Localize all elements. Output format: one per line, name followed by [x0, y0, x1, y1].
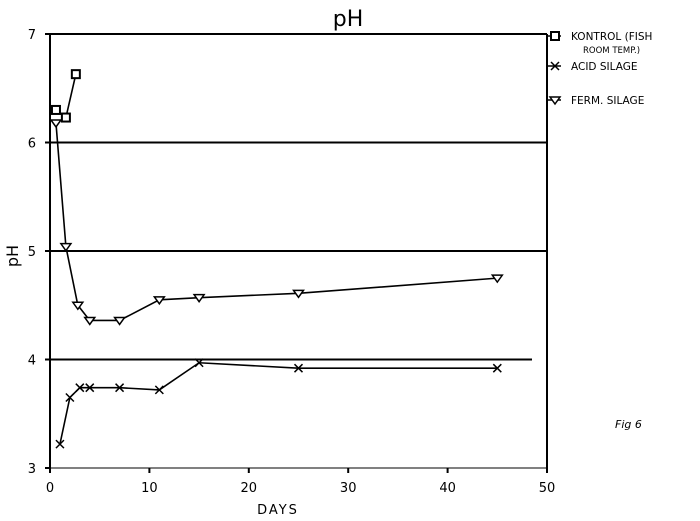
- data-point-triangle: [548, 96, 562, 106]
- data-point-triangle: [292, 289, 305, 299]
- data-point-triangle: [59, 242, 73, 252]
- data-point-x: [115, 383, 125, 393]
- legend-entry: ACID SILAGE: [547, 61, 637, 73]
- series-line: [59, 361, 498, 445]
- x-tick-label: 30: [340, 481, 357, 496]
- legend-label: KONTROL (FISH: [571, 31, 652, 43]
- axes: 0 10 20 30 40 50 3 4 5 6 7: [28, 28, 556, 496]
- data-point-x: [550, 61, 560, 71]
- series-group: [49, 69, 504, 449]
- series-0: [50, 69, 81, 123]
- legend-label: FERM. SILAGE: [571, 95, 644, 107]
- y-tick-label: 7: [28, 28, 36, 43]
- y-tick-label: 3: [28, 462, 36, 477]
- y-tick-label: 5: [28, 245, 36, 260]
- data-point-x: [65, 392, 75, 403]
- data-point-x: [75, 383, 85, 393]
- x-tick-label: 0: [46, 481, 54, 496]
- legend-label-line2: ROOM TEMP.): [583, 46, 640, 56]
- x-tick-label: 20: [241, 481, 258, 496]
- annotation-fig: Fig 6: [615, 418, 642, 431]
- data-point-x: [55, 439, 65, 449]
- legend-label: ACID SILAGE: [571, 61, 637, 73]
- data-point-triangle: [192, 293, 206, 303]
- data-point-square: [550, 31, 560, 41]
- data-point-triangle: [49, 119, 63, 129]
- data-point-x: [85, 383, 95, 393]
- data-point-triangle: [83, 316, 97, 326]
- x-tick-label: 50: [539, 481, 556, 496]
- data-point-triangle: [113, 316, 127, 326]
- y-axis-label: pH: [3, 245, 22, 267]
- data-point-square: [70, 69, 81, 80]
- x-tick-label: 10: [141, 481, 158, 496]
- data-point-x: [194, 358, 204, 368]
- data-point-square: [50, 104, 61, 115]
- series-1: [55, 358, 502, 449]
- series-line: [55, 122, 498, 322]
- data-point-triangle: [152, 296, 166, 306]
- data-point-x: [492, 363, 502, 373]
- data-point-triangle: [490, 274, 504, 284]
- data-point-x: [293, 363, 304, 373]
- data-point-x: [154, 385, 164, 395]
- series-2: [49, 119, 504, 326]
- y-tick-label: 4: [28, 354, 36, 369]
- legend: KONTROL (FISH ROOM TEMP.) ACID SILAGE FERM.…: [547, 31, 652, 107]
- x-tick-label: 40: [439, 481, 456, 496]
- x-axis-label: DAYS: [257, 503, 299, 518]
- y-tick-label: 6: [28, 137, 36, 152]
- legend-entry: FERM. SILAGE: [547, 95, 644, 107]
- data-point-triangle: [71, 301, 85, 311]
- legend-entry: KONTROL (FISH ROOM TEMP.): [547, 31, 652, 56]
- chart-title: pH: [333, 7, 364, 32]
- data-point-square: [60, 112, 71, 123]
